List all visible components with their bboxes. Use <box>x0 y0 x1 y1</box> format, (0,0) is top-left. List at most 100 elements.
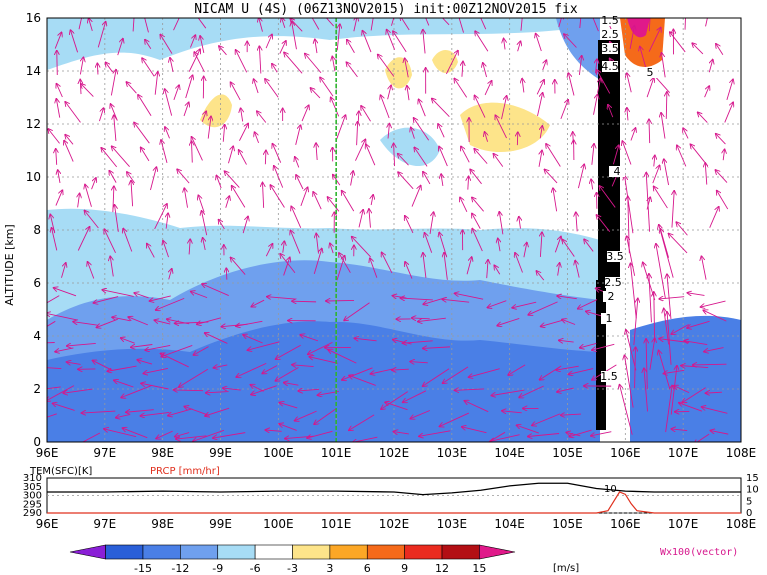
wind-vector-arrow <box>464 401 489 413</box>
shade-upper-patches <box>47 18 600 70</box>
wind-vector-arrow <box>670 366 677 415</box>
wind-vector-arrow <box>370 18 374 31</box>
colorbar-low-triangle <box>69 544 106 560</box>
wind-vector-arrow <box>441 174 443 186</box>
wind-vector-arrow <box>667 312 672 365</box>
wind-vector-arrow <box>592 144 594 165</box>
wind-vector-arrow <box>213 432 246 438</box>
wind-vector-arrow <box>501 96 507 120</box>
wind-vector-arrow <box>403 341 433 343</box>
wind-vector-arrow <box>328 197 340 212</box>
subplot-right-tick: 0 <box>746 508 752 519</box>
wind-vector-arrow <box>150 295 171 301</box>
wind-vector-arrow <box>485 132 488 142</box>
contour-label-box <box>602 43 618 54</box>
wind-vector-arrow <box>267 297 296 299</box>
wind-vector-arrow <box>472 229 483 252</box>
wind-vector-arrow <box>342 367 373 380</box>
wind-vector-arrow <box>355 139 365 161</box>
wind-vector-arrow <box>418 317 446 321</box>
colorbar-tick-label: 6 <box>364 562 371 575</box>
wind-vector-arrow <box>443 366 469 383</box>
wind-vector-arrow <box>469 368 500 378</box>
wind-vector-arrow <box>156 297 185 310</box>
subplot-x-tick: 106E <box>610 517 641 531</box>
wind-vector-arrow <box>330 243 333 254</box>
colorbar-segment <box>105 544 144 560</box>
wind-vector-arrow <box>676 222 688 236</box>
wind-vector-arrow <box>313 192 322 210</box>
wind-vector-arrow <box>295 157 300 168</box>
wind-vector-arrow <box>504 39 505 50</box>
wind-vector-arrow <box>627 73 632 93</box>
wind-vector-arrow <box>592 343 615 350</box>
wind-vector-arrow <box>687 320 710 328</box>
subplot-x-tick: 99E <box>209 517 232 531</box>
wind-vector-arrow <box>577 164 584 189</box>
wind-vector-arrow <box>154 320 171 325</box>
subplot-x-tick: 107E <box>668 517 699 531</box>
wind-vector-arrow <box>50 214 56 234</box>
wind-vector-arrow <box>128 317 148 326</box>
wind-vector-arrow <box>141 148 150 162</box>
wind-vector-arrow <box>354 338 377 341</box>
wind-vector-arrow <box>677 145 687 167</box>
wind-vector-arrow <box>683 128 689 139</box>
wind-vector-arrow <box>126 82 137 94</box>
wind-vector-arrow <box>259 46 260 74</box>
wind-vector-arrow <box>54 288 77 297</box>
colorbar-tick-label: -6 <box>250 562 261 575</box>
wind-vector-arrow <box>403 390 427 402</box>
wind-vector-arrow <box>654 186 668 209</box>
wind-vector-arrow <box>216 176 222 189</box>
wind-vector-arrow <box>370 368 393 374</box>
wind-vector-arrow <box>647 197 650 210</box>
colorbar-tick-label: -9 <box>212 562 223 575</box>
wind-vector-arrow <box>490 434 520 442</box>
wind-vector-arrow <box>316 234 318 254</box>
wind-vector-arrow <box>56 149 57 165</box>
contour-label: 1.5 <box>601 14 619 27</box>
wind-vector-arrow <box>472 214 481 229</box>
colorbar-segment <box>217 544 256 560</box>
wind-vector-arrow <box>660 229 670 258</box>
wind-vector-arrow <box>591 431 612 436</box>
contour-label: 3.5 <box>606 250 624 263</box>
wind-vector-arrow <box>440 412 470 426</box>
wind-vector-arrow <box>532 413 561 426</box>
colorbar-segment <box>329 544 368 560</box>
wind-vector-arrow <box>173 18 180 31</box>
wind-vector-arrow <box>405 58 409 78</box>
wind-vector-arrow <box>254 79 259 94</box>
colorbar-tick-label: 3 <box>326 562 333 575</box>
wind-vector-arrow <box>518 41 521 52</box>
wind-vector-arrow <box>454 79 468 98</box>
wind-vector-arrow <box>370 258 378 278</box>
wind-vector-arrow <box>497 317 520 325</box>
contour-label: 2.5 <box>604 276 622 289</box>
wind-vector-arrow <box>684 18 686 30</box>
wind-vector-arrow <box>56 84 63 98</box>
wind-vector-arrow <box>145 40 152 50</box>
wind-vector-arrow <box>560 100 568 120</box>
wind-vector-arrow <box>78 18 82 30</box>
contour-label: 1.5 <box>600 370 618 383</box>
wind-vector-arrow <box>326 300 355 301</box>
wind-vector-arrow <box>472 197 484 212</box>
wind-vector-arrow <box>300 335 319 342</box>
wind-vector-arrow <box>193 429 225 441</box>
contour-label-box <box>602 29 618 40</box>
wind-vector-arrow <box>85 211 99 229</box>
wind-vector-arrow <box>423 30 425 54</box>
subplot-left-tick: 295 <box>23 499 42 510</box>
wind-vector-arrow <box>715 170 728 183</box>
wind-vector-arrow <box>662 53 666 78</box>
wind-vector-arrow <box>659 350 670 389</box>
wind-vector-arrow <box>325 18 334 27</box>
wind-vector-arrow <box>398 172 414 190</box>
wind-vector-arrow <box>150 167 156 191</box>
wind-vector-arrow <box>470 169 482 185</box>
subplot-x-tick: 108E <box>726 517 757 531</box>
wind-vector-arrow <box>654 292 655 342</box>
subplot-right-tick: 15 <box>746 473 759 484</box>
